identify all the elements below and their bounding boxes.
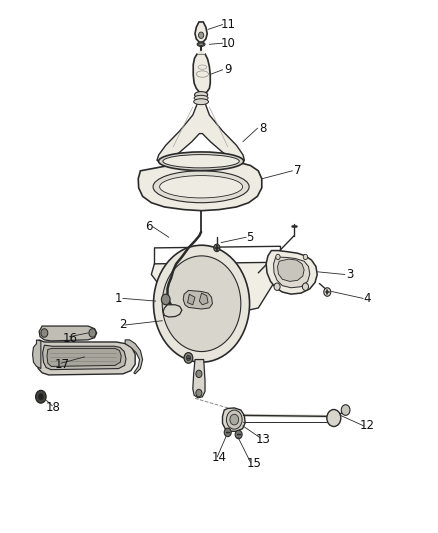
Polygon shape [183, 290, 212, 309]
Polygon shape [47, 349, 121, 367]
Text: 15: 15 [247, 457, 261, 470]
Text: 1: 1 [115, 292, 122, 305]
Ellipse shape [159, 175, 243, 198]
Polygon shape [163, 305, 182, 317]
Ellipse shape [159, 152, 244, 171]
Circle shape [214, 244, 220, 252]
Ellipse shape [198, 43, 204, 46]
Ellipse shape [197, 42, 205, 46]
Text: 7: 7 [294, 164, 301, 177]
Ellipse shape [153, 171, 249, 203]
Text: 9: 9 [224, 63, 231, 76]
Circle shape [196, 389, 202, 397]
Text: 10: 10 [220, 37, 235, 50]
Polygon shape [223, 408, 245, 431]
Text: 17: 17 [54, 358, 69, 372]
Polygon shape [42, 345, 126, 369]
Circle shape [186, 356, 191, 361]
Text: 8: 8 [259, 122, 266, 135]
Circle shape [226, 410, 242, 429]
Circle shape [35, 390, 46, 403]
Text: 6: 6 [145, 220, 153, 233]
Circle shape [196, 370, 202, 377]
Circle shape [153, 245, 250, 362]
Polygon shape [32, 340, 41, 368]
Text: 4: 4 [364, 292, 371, 305]
Polygon shape [157, 102, 244, 163]
Circle shape [324, 288, 331, 296]
Polygon shape [278, 259, 304, 281]
Text: 18: 18 [46, 401, 60, 414]
Text: 14: 14 [212, 451, 226, 464]
Circle shape [276, 254, 280, 260]
Polygon shape [138, 160, 262, 211]
Ellipse shape [194, 95, 208, 101]
Text: 11: 11 [220, 18, 235, 31]
Ellipse shape [163, 155, 239, 168]
Ellipse shape [194, 92, 208, 98]
Circle shape [161, 294, 170, 305]
Circle shape [41, 329, 48, 337]
Circle shape [230, 414, 239, 425]
Circle shape [89, 329, 96, 337]
Circle shape [184, 353, 193, 364]
Text: 12: 12 [360, 419, 375, 432]
Circle shape [274, 283, 280, 290]
Polygon shape [39, 326, 97, 341]
Polygon shape [199, 293, 208, 305]
Polygon shape [151, 262, 280, 310]
Text: 13: 13 [255, 433, 270, 446]
Polygon shape [193, 360, 205, 398]
Polygon shape [195, 22, 207, 42]
Ellipse shape [194, 99, 208, 104]
Circle shape [38, 393, 43, 400]
Polygon shape [125, 340, 143, 374]
Circle shape [235, 430, 242, 439]
Text: 5: 5 [246, 231, 253, 244]
Polygon shape [266, 251, 317, 294]
Circle shape [327, 409, 341, 426]
Circle shape [224, 428, 231, 437]
Polygon shape [187, 294, 195, 305]
Circle shape [341, 405, 350, 415]
Text: 3: 3 [346, 268, 353, 281]
Text: 2: 2 [119, 319, 127, 332]
Polygon shape [198, 51, 205, 54]
Polygon shape [193, 54, 210, 94]
Circle shape [303, 254, 307, 260]
Circle shape [302, 283, 308, 290]
Polygon shape [36, 340, 135, 375]
Polygon shape [274, 257, 310, 288]
Circle shape [198, 32, 204, 38]
Text: 16: 16 [63, 332, 78, 345]
Circle shape [162, 256, 241, 352]
